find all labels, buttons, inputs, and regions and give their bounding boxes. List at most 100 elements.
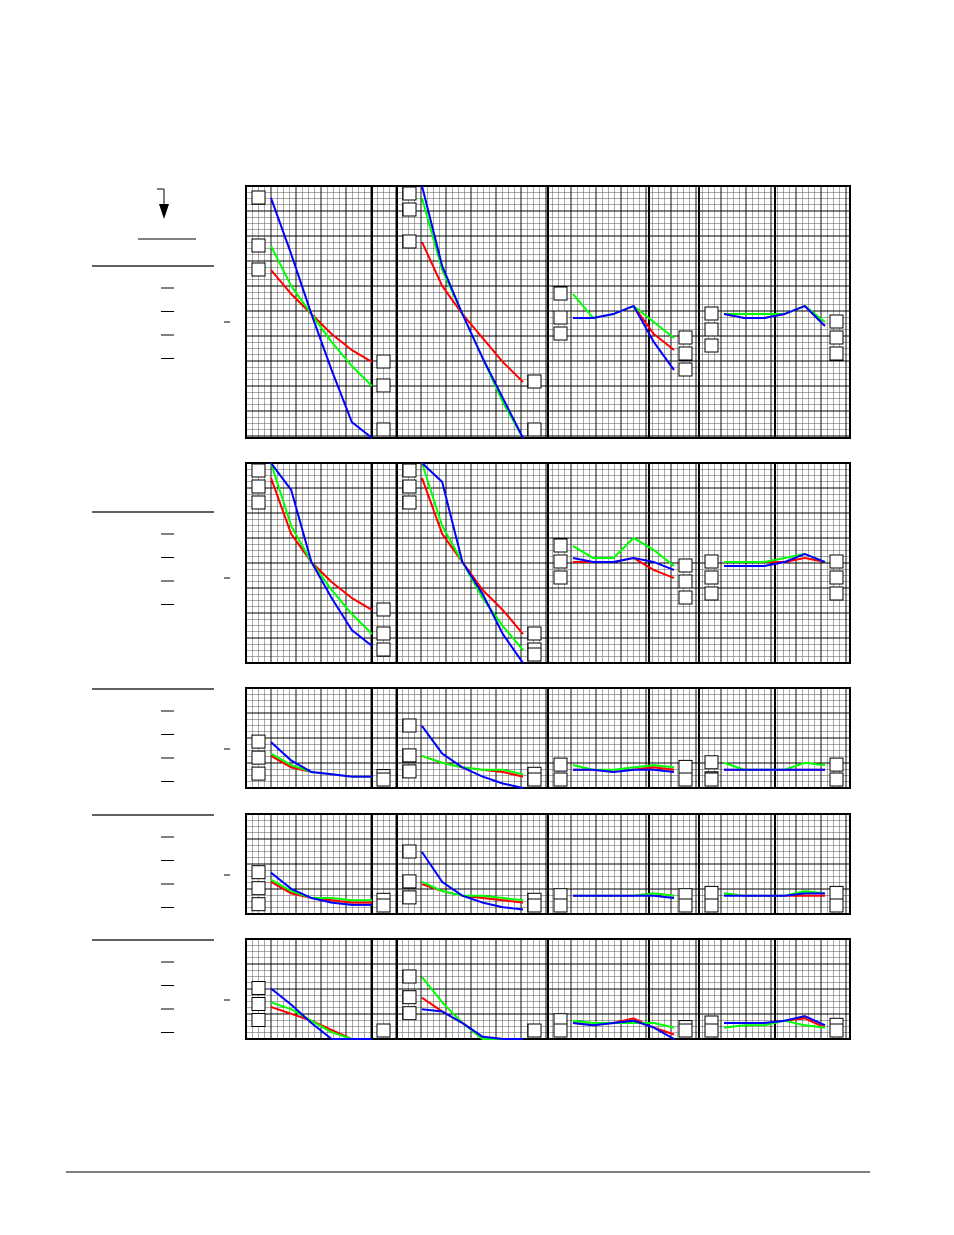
series-label-box — [829, 898, 844, 913]
series-label-box — [704, 322, 719, 337]
series-label-box — [553, 326, 568, 341]
green-series-line — [421, 462, 524, 651]
panel-4-segment-3 — [553, 888, 693, 913]
series-label-box — [376, 772, 391, 787]
green-series-line — [572, 293, 675, 339]
series-label-box — [402, 890, 417, 905]
green-series-line — [572, 1019, 675, 1029]
green-series-line — [421, 197, 524, 439]
series-label-box — [829, 586, 844, 601]
series-label-box — [704, 554, 719, 569]
red-series-line — [421, 477, 524, 635]
panel-1-segment-1 — [251, 190, 391, 439]
series-label-box — [402, 495, 417, 510]
panel-1-segment-4 — [704, 305, 844, 361]
panel-border — [245, 462, 851, 664]
series-label-box — [251, 238, 266, 253]
blue-series-line — [421, 725, 524, 789]
blue-series-line — [724, 553, 826, 567]
blue-series-line — [270, 462, 373, 647]
green-series-line — [270, 462, 373, 635]
blue-series-line — [724, 892, 825, 897]
series-label-box — [251, 262, 266, 277]
panel-2-segment-4 — [704, 553, 844, 601]
green-series-line — [421, 754, 524, 776]
series-label-box — [402, 463, 417, 478]
blue-series-line — [573, 768, 675, 773]
series-label-box — [376, 1023, 391, 1038]
panel-border — [245, 813, 851, 915]
series-label-box — [829, 570, 844, 585]
series-label-box — [678, 1023, 693, 1038]
series-label-box — [251, 190, 266, 205]
series-label-box — [376, 378, 391, 393]
series-label-box — [553, 310, 568, 325]
series-label-box — [251, 865, 266, 880]
panel-5-segment-3 — [553, 1013, 693, 1040]
blue-series-line — [270, 197, 373, 439]
series-label-box — [402, 969, 417, 984]
series-label-box — [251, 1013, 266, 1027]
series-label-box — [704, 885, 719, 900]
series-label-box — [402, 718, 417, 733]
series-label-box — [376, 642, 391, 657]
series-label-box — [402, 234, 417, 249]
series-label-box — [553, 286, 568, 301]
legend-group-3 — [92, 688, 230, 782]
series-label-box — [527, 647, 542, 662]
series-label-box — [553, 538, 568, 553]
series-label-box — [251, 897, 266, 912]
series-label-box — [402, 874, 417, 889]
blue-series-line — [723, 305, 826, 327]
legend-group-1 — [92, 265, 230, 359]
series-label-box — [402, 764, 417, 779]
series-label-box — [527, 1023, 542, 1038]
series-label-box — [251, 766, 266, 781]
panel-1-segment-2 — [402, 185, 542, 439]
green-series-line — [421, 880, 524, 902]
series-label-box — [251, 881, 266, 896]
blue-series-line — [573, 305, 675, 371]
panel-border — [245, 687, 851, 789]
panel-4-segment-2 — [402, 844, 542, 913]
chart-panel-4 — [245, 813, 851, 915]
panel-2-segment-1 — [251, 462, 391, 657]
green-series-line — [572, 537, 675, 567]
series-label-box — [251, 734, 266, 749]
series-label-box — [704, 755, 719, 770]
series-label-box — [704, 772, 719, 787]
series-label-box — [553, 772, 568, 787]
series-label-box — [678, 346, 693, 361]
series-label-box — [527, 626, 542, 641]
blue-series-line — [421, 462, 524, 664]
panel-4-segment-4 — [704, 885, 844, 913]
series-label-box — [829, 330, 844, 345]
series-label-box — [829, 1023, 844, 1038]
blue-series-line — [270, 871, 372, 906]
panel-1-segment-3 — [553, 286, 693, 377]
series-label-box — [678, 330, 693, 345]
series-label-box — [376, 898, 391, 913]
chart-panels — [245, 185, 851, 1040]
panel-3-segment-4 — [704, 755, 844, 787]
panel-5-segment-1 — [251, 981, 391, 1040]
panel-3-segment-1 — [251, 734, 391, 787]
panel-2-segment-3 — [553, 537, 693, 605]
series-label-box — [829, 885, 844, 900]
series-label-box — [553, 570, 568, 585]
series-label-box — [527, 374, 542, 389]
panel-border — [245, 185, 851, 439]
series-label-box — [678, 772, 693, 787]
series-label-box — [376, 602, 391, 617]
series-label-box — [829, 346, 844, 361]
series-label-box — [527, 422, 542, 437]
down-arrow-icon — [159, 204, 169, 219]
red-series-line — [270, 881, 372, 904]
series-label-box — [704, 586, 719, 601]
series-label-box — [829, 757, 844, 772]
series-label-box — [829, 772, 844, 787]
series-label-box — [376, 354, 391, 369]
panel-4-segment-1 — [251, 865, 391, 913]
series-label-box — [678, 759, 693, 774]
